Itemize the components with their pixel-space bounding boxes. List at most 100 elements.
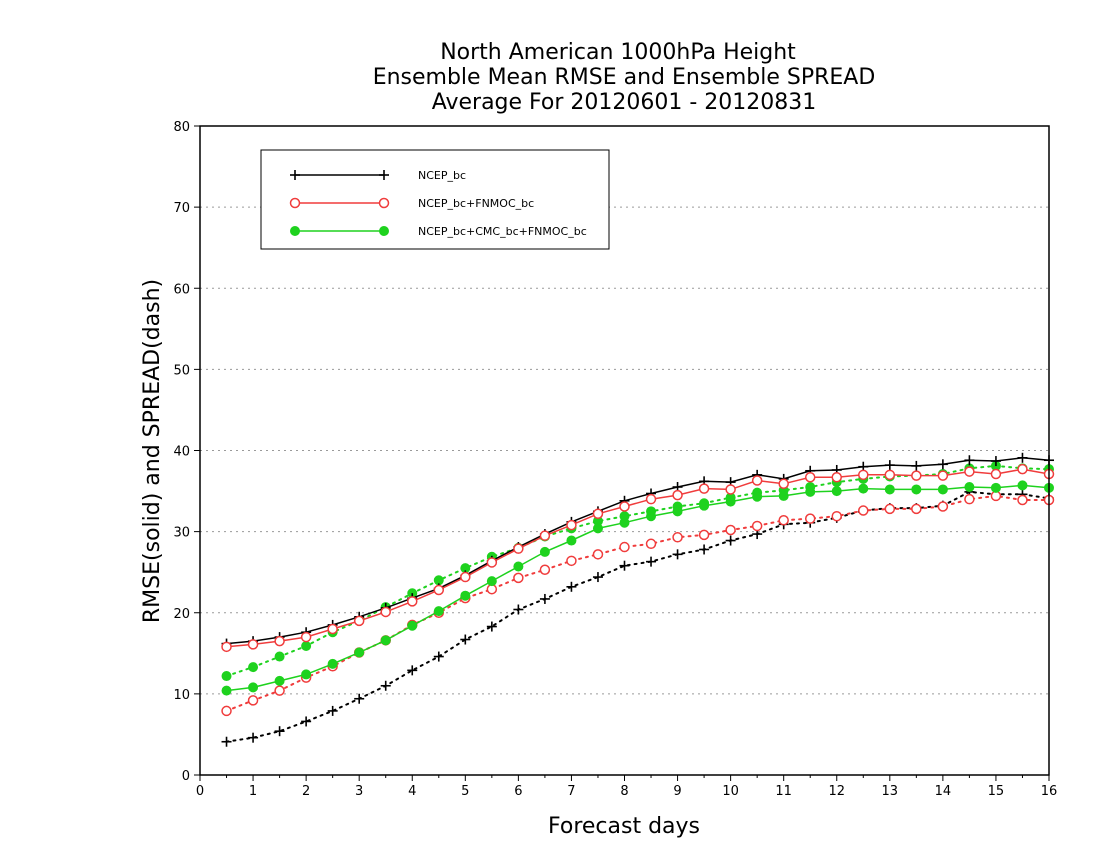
series-ncep-bc-rmse-point [911,460,922,471]
x-tick-label-15: 15 [988,784,1005,799]
series-ncep-bc-spread-point [460,634,471,645]
series-ncep-bc-fnmoc-bc-rmse-point [433,584,445,596]
x-tick-label-5: 5 [461,784,469,799]
x-tick-label-0: 0 [196,784,204,799]
y-tick-label-40: 40 [173,445,190,460]
series-ncep-bc-fnmoc-bc-spread-point [778,515,789,526]
y-tick-label-20: 20 [173,607,190,622]
y-tick-label-50: 50 [173,363,190,378]
series-ncep-bc-fnmoc-bc-spread-point [274,685,285,696]
x-tick-label-7: 7 [567,784,575,799]
series-ncep-bc-cmc-bc-fnmoc-bc-rmse-point [380,635,391,646]
series-ncep-bc-fnmoc-bc-rmse-point [274,635,285,647]
y-tick-label-30: 30 [173,526,190,541]
series-ncep-bc-spread-point [539,593,550,604]
title-line-1: North American 1000hPa Height [440,40,796,65]
series-ncep-bc-fnmoc-bc-rmse-point [698,483,710,494]
x-tick-label-10: 10 [722,784,739,799]
series-ncep-bc-fnmoc-bc-spread-point [1017,494,1028,506]
series-ncep-bc-fnmoc-bc-rmse-point [407,596,418,607]
series-ncep-bc-fnmoc-bc-spread-point [619,541,630,553]
grid [200,206,1049,695]
series-ncep-bc-cmc-bc-fnmoc-bc-rmse-point [486,576,497,587]
series-ncep-bc-cmc-bc-fnmoc-bc-rmse-point [592,523,603,534]
series-ncep-bc-fnmoc-bc-rmse-point [964,466,975,477]
legend-label: NCEP_bc+CMC_bc+FNMOC_bc [418,225,587,238]
series-ncep-bc-fnmoc-bc-rmse-point [1017,463,1028,475]
series-ncep-bc-fnmoc-bc-spread-point [698,529,710,541]
x-tick-label-11: 11 [775,784,792,799]
series-ncep-bc-cmc-bc-fnmoc-bc-rmse-point [911,484,922,495]
series-ncep-bc-cmc-bc-fnmoc-bc-rmse-point [354,647,365,658]
legend-label: NCEP_bc+FNMOC_bc [418,197,534,210]
series-ncep-bc-fnmoc-bc-spread-point [513,572,524,584]
series-ncep-bc-fnmoc-bc-rmse-point [380,606,391,618]
series-ncep-bc-cmc-bc-fnmoc-bc-spread-point [221,671,232,682]
series-ncep-bc-spread-point [646,556,657,567]
series-ncep-bc-cmc-bc-fnmoc-bc-rmse-point [990,482,1001,493]
series-ncep-bc-fnmoc-bc-rmse-point [460,571,471,583]
series-ncep-bc-fnmoc-bc-spread-point [937,501,949,512]
series-ncep-bc-cmc-bc-fnmoc-bc-rmse-point [884,484,895,495]
series-ncep-bc-fnmoc-bc-rmse-point [804,472,816,483]
series-ncep-bc-rmse-point [990,456,1001,467]
series-ncep-bc-fnmoc-bc-rmse-point [937,470,949,481]
series-ncep-bc-fnmoc-bc-rmse-point [539,530,551,541]
y-tick-label-10: 10 [173,688,190,703]
series-ncep-bc-fnmoc-bc-rmse-point [353,615,365,627]
series-ncep-bc-spread-point [513,604,524,615]
series-ncep-bc-fnmoc-bc-spread-point [247,695,259,706]
series-ncep-bc-cmc-bc-fnmoc-bc-rmse-point [937,484,948,495]
series-ncep-bc-spread-point [407,665,418,676]
series-ncep-bc-cmc-bc-fnmoc-bc-rmse-point [301,669,312,680]
series-ncep-bc-fnmoc-bc-rmse-point [486,557,498,568]
series-ncep-bc-rmse-point [937,459,948,470]
title-line-2: Ensemble Mean RMSE and Ensemble SPREAD [373,65,876,90]
x-tick-label-9: 9 [673,784,681,799]
series-ncep-bc-cmc-bc-fnmoc-bc-spread [221,460,1054,682]
x-tick-label-13: 13 [882,784,899,799]
series-ncep-bc-cmc-bc-fnmoc-bc-rmse-point [646,511,657,522]
series-ncep-bc-fnmoc-bc-rmse-point [247,639,259,650]
x-tick-label-2: 2 [302,784,310,799]
series-ncep-bc-spread-point [566,581,577,592]
title-line-3: Average For 20120601 - 20120831 [432,90,817,115]
series-ncep-bc-spread-point [619,560,630,571]
chart-title: North American 1000hPa Height Ensemble M… [373,40,876,115]
series-ncep-bc-fnmoc-bc-rmse-point [672,489,683,501]
y-tick-label-70: 70 [173,201,190,216]
series-ncep-bc-spread-point [248,732,259,743]
series-ncep-bc-cmc-bc-fnmoc-bc-rmse-point [433,606,444,617]
y-axis-label: RMSE(solid) and SPREAD(dash) [140,279,165,623]
series-ncep-bc-fnmoc-bc-rmse-point [858,469,869,481]
series-ncep-bc-fnmoc-bc-spread-point [592,549,604,560]
series-ncep-bc-cmc-bc-fnmoc-bc-rmse-point [1017,480,1028,491]
series-ncep-bc-fnmoc-bc-spread-point [831,510,842,522]
series-ncep-bc-cmc-bc-fnmoc-bc-rmse-point [221,685,232,696]
legend-marker-end [379,226,389,236]
x-tick-label-16: 16 [1041,784,1058,799]
series-ncep-bc-spread [221,486,1054,747]
series-ncep-bc-fnmoc-bc-spread-point [911,503,922,515]
y-tick-label-60: 60 [173,282,190,297]
legend-marker-start [290,170,300,180]
series-ncep-bc-cmc-bc-fnmoc-bc-rmse-point [566,535,577,546]
series-ncep-bc-cmc-bc-fnmoc-bc-rmse-point [539,546,550,557]
series-ncep-bc-fnmoc-bc-rmse-point [327,623,338,635]
legend-marker-end [378,197,390,209]
series-ncep-bc-spread-point [354,693,365,704]
series-ncep-bc-spread-point [274,726,285,737]
series-ncep-bc-fnmoc-bc-rmse-point [566,519,577,531]
series-ncep-bc-cmc-bc-fnmoc-bc-rmse-point [858,483,869,494]
series-ncep-bc-rmse [221,452,1054,649]
series-ncep-bc-rmse-point [1017,452,1028,463]
y-tick-label-80: 80 [173,120,190,135]
series-ncep-bc-cmc-bc-fnmoc-bc-rmse-point [407,620,418,631]
x-tick-label-8: 8 [620,784,628,799]
series-ncep-bc-spread-point [486,621,497,632]
series-ncep-bc-fnmoc-bc-spread-point [964,493,975,505]
x-tick-label-14: 14 [935,784,952,799]
